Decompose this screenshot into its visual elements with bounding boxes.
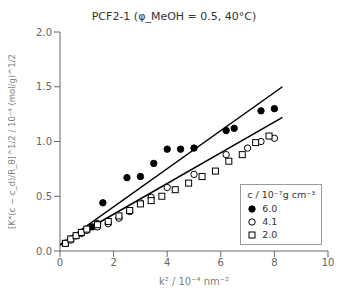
svg-text:6: 6: [218, 257, 224, 268]
svg-text:k² / 10⁻⁴ nm⁻²: k² / 10⁻⁴ nm⁻²: [159, 276, 229, 287]
svg-text:0: 0: [57, 257, 63, 268]
svg-text:0.0: 0.0: [36, 246, 52, 257]
html-text:4.1: 4.1: [262, 216, 278, 227]
svg-text:0.5: 0.5: [36, 191, 52, 202]
svg-text:1.5: 1.5: [36, 81, 52, 92]
html-text:c / 10⁻⁷g cm⁻³: c / 10⁻⁷g cm⁻³: [247, 189, 315, 200]
svg-text:10: 10: [322, 257, 335, 268]
html-text:PCF2-1 (φ_MeOH = 0.5, 40°C): PCF2-1 (φ_MeOH = 0.5, 40°C): [91, 10, 257, 23]
svg-text:[K*(c − c_d)/R_θ]^1/2 / 10⁻⁴ (: [K*(c − c_d)/R_θ]^1/2 / 10⁻⁴ (mol/g)^1/2: [8, 54, 17, 229]
svg-text:2.0: 2.0: [36, 27, 52, 38]
svg-text:2: 2: [110, 257, 116, 268]
svg-text:1.0: 1.0: [36, 136, 52, 147]
svg-text:8: 8: [271, 257, 277, 268]
html-text:6.0: 6.0: [262, 203, 278, 214]
svg-text:4: 4: [164, 257, 170, 268]
html-text:2.0: 2.0: [262, 229, 278, 240]
